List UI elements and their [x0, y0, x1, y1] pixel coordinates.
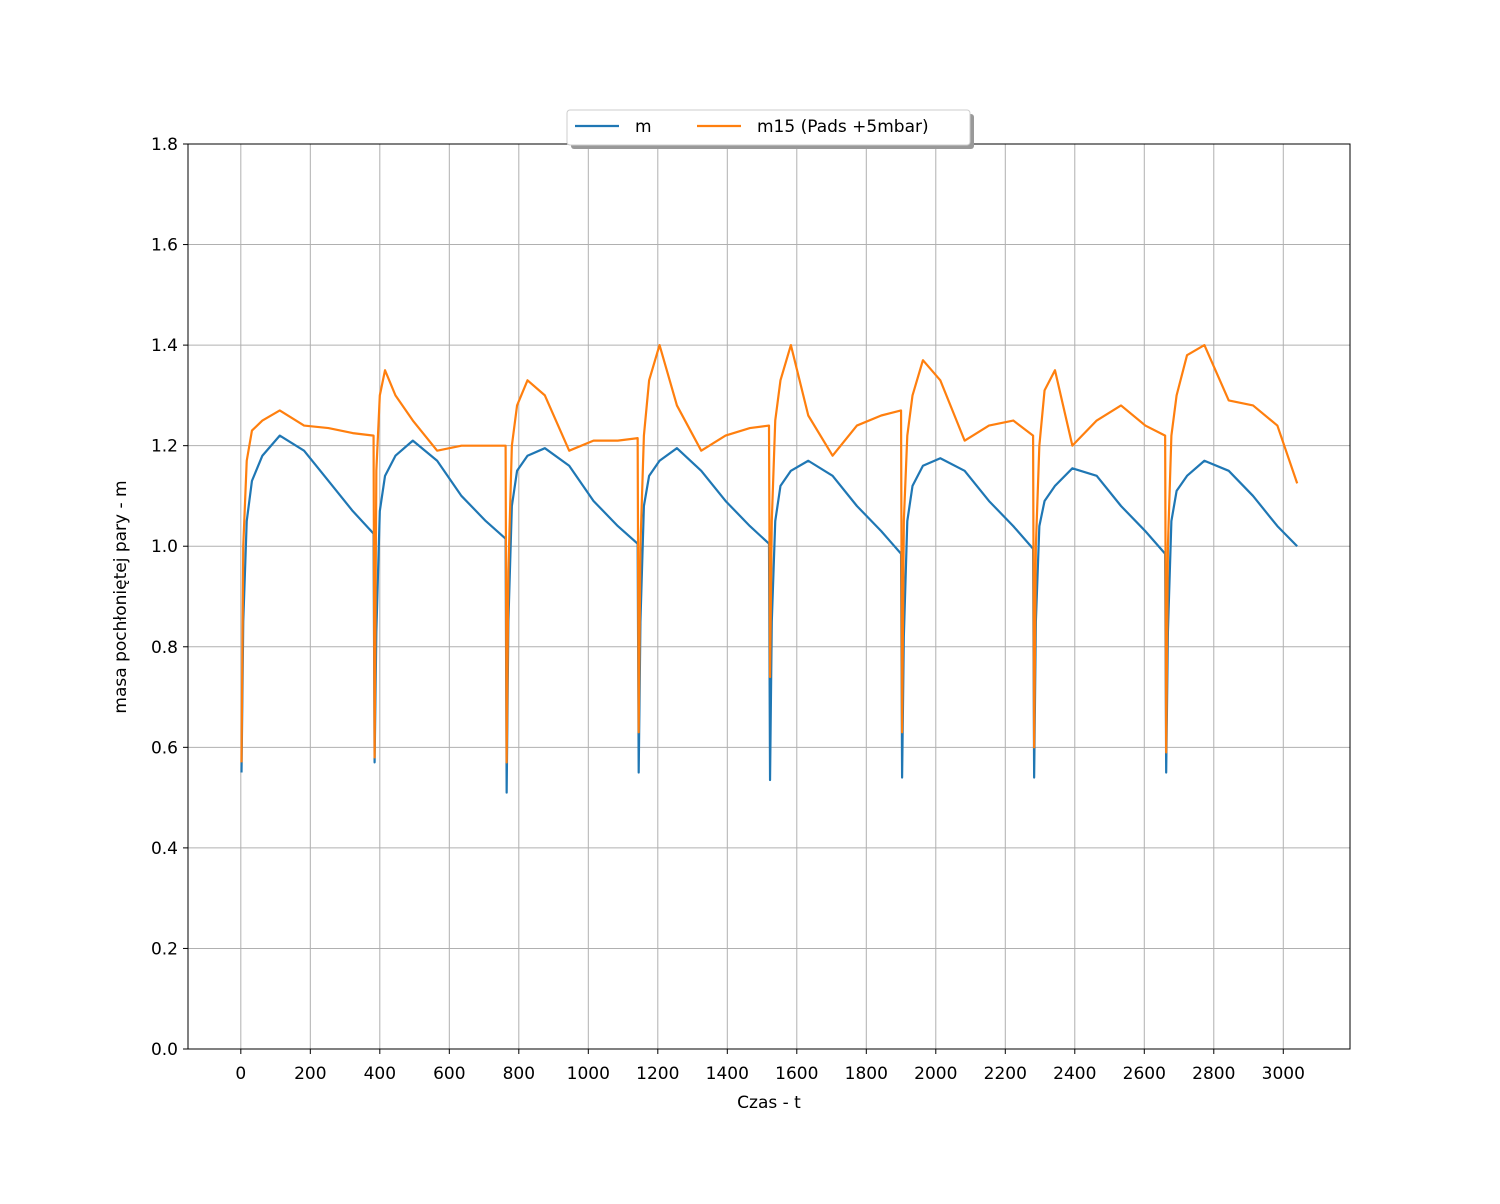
y-tick-label: 1.8	[151, 135, 178, 155]
y-tick-label: 0.8	[151, 638, 178, 658]
x-tick-label: 1600	[775, 1064, 818, 1084]
x-tick-label: 0	[235, 1064, 246, 1084]
y-tick-label: 0.2	[151, 939, 178, 959]
y-tick-label: 0.0	[151, 1040, 178, 1060]
x-tick-label: 2000	[914, 1064, 957, 1084]
y-tick-label: 1.4	[151, 336, 178, 356]
y-tick-label: 0.4	[151, 839, 178, 859]
y-tick-label: 1.2	[151, 437, 178, 457]
x-tick-label: 200	[294, 1064, 326, 1084]
x-axis-label: Czas - t	[737, 1093, 801, 1113]
x-tick-label: 1200	[636, 1064, 679, 1084]
legend-box	[566, 109, 971, 146]
x-tick-label: 3000	[1262, 1064, 1305, 1084]
x-tick-label: 2400	[1053, 1064, 1096, 1084]
x-tick-label: 400	[364, 1064, 396, 1084]
y-tick-label: 1.6	[151, 236, 178, 256]
x-tick-label: 2200	[984, 1064, 1027, 1084]
x-tick-label: 2800	[1192, 1064, 1235, 1084]
x-tick-label: 2600	[1123, 1064, 1166, 1084]
data-line	[240, 344, 1299, 764]
x-tick-label: 800	[503, 1064, 535, 1084]
legend-label: m15 (Pads +5mbar)	[757, 117, 929, 137]
legend-label: m	[635, 117, 652, 137]
y-tick-label: 1.0	[151, 537, 178, 557]
x-tick-label: 600	[433, 1064, 465, 1084]
x-tick-label: 1400	[706, 1064, 749, 1084]
x-tick-label: 1800	[845, 1064, 888, 1084]
y-axis-label: masa pochłoniętej pary - m	[111, 480, 131, 713]
x-tick-label: 1000	[567, 1064, 610, 1084]
y-tick-label: 0.6	[151, 738, 178, 758]
